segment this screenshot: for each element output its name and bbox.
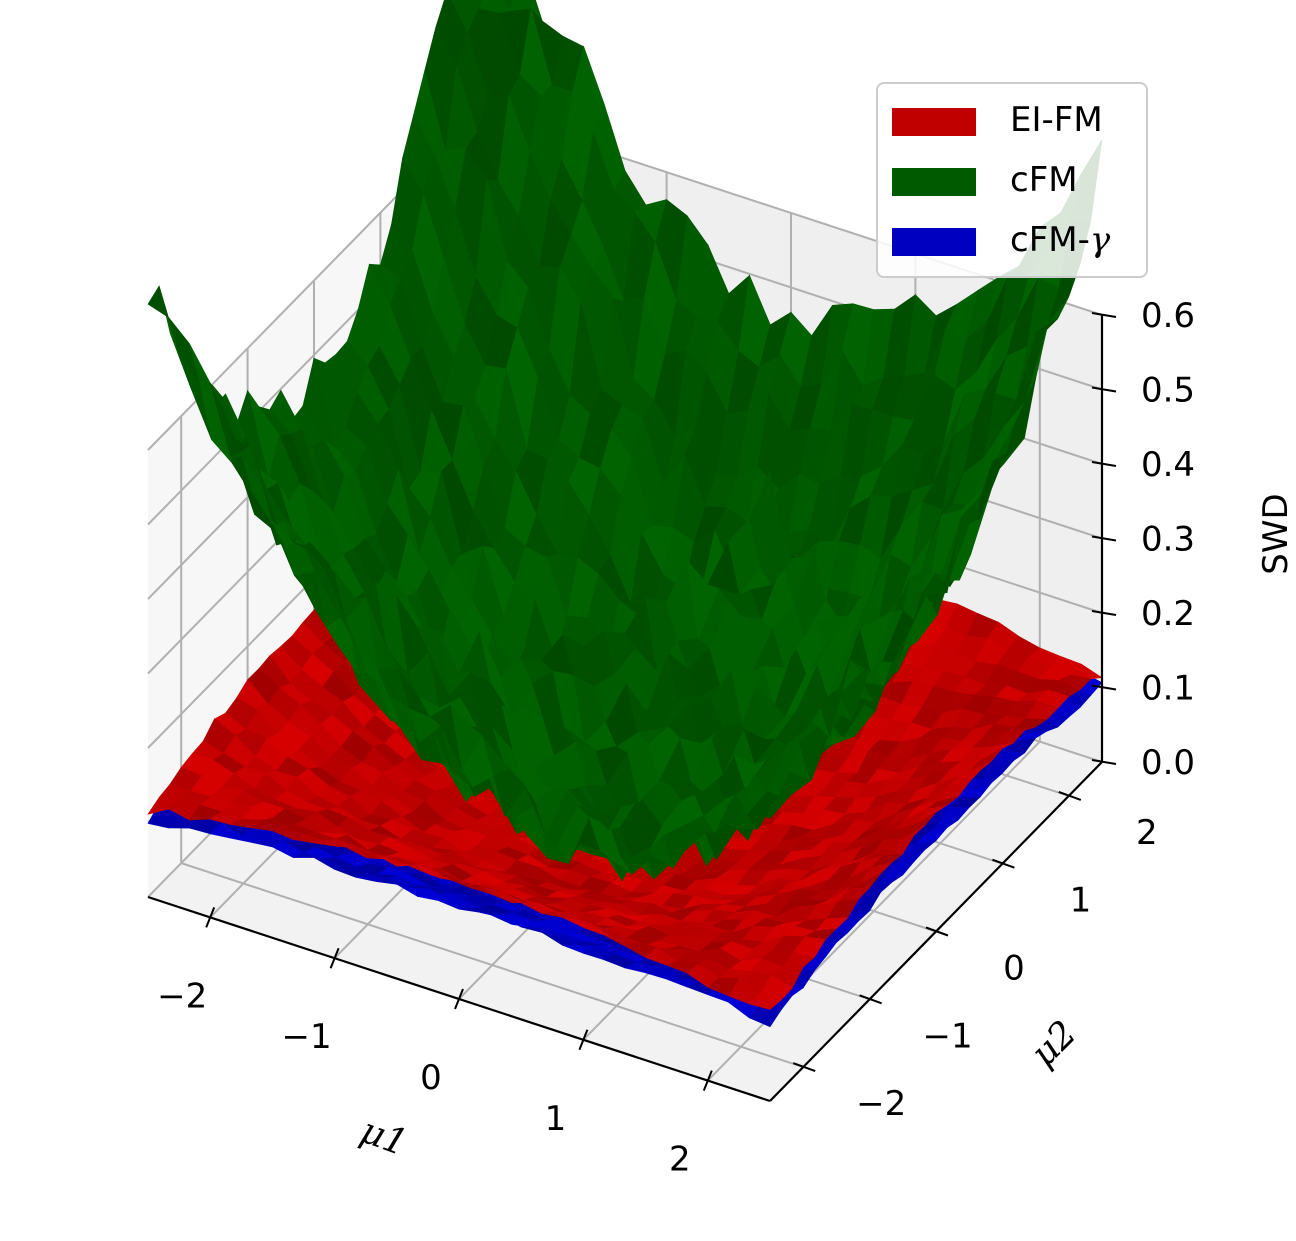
y-tick-4 [1058, 790, 1082, 801]
legend-label-cfm-gamma-text: cFM- [1010, 220, 1090, 260]
z-tick-4 [1091, 461, 1117, 467]
z-tick-5 [1091, 386, 1117, 393]
surface-cfm [147, 0, 1103, 882]
legend-item-cfm: cFM [892, 158, 1142, 200]
z-tick-label-6: 0.6 [1141, 296, 1195, 336]
x-tick-label-2: 0 [420, 1058, 442, 1098]
z-tick-label-5: 0.5 [1141, 371, 1195, 411]
surface-patch [168, 317, 201, 386]
x-tick-label-3: 1 [545, 1099, 567, 1139]
surface-patch [748, 469, 782, 568]
y-tick-label-0: −2 [856, 1084, 906, 1124]
y-tick-0 [792, 1062, 816, 1073]
z-tick-0 [1091, 759, 1117, 765]
legend-label-cfm: cFM [1010, 160, 1078, 200]
legend-label-cfm-gamma: cFM-γ [1010, 218, 1110, 262]
axis-ticks: −2 −1 0 1 2 −2 −1 0 1 2 0.0 0.1 0.2 0.3 0.4 0.5 0.6 [157, 296, 1195, 1180]
legend-swatch-ei-fm [892, 108, 976, 136]
x-tick-3 [578, 1029, 589, 1051]
z-tick-label-1: 0.1 [1141, 669, 1195, 709]
surface-patch [748, 993, 782, 1010]
y-tick-label-2: 0 [1003, 949, 1025, 989]
z-tick-label-4: 0.4 [1141, 445, 1195, 485]
y-tick-label-3: 1 [1070, 881, 1092, 921]
y-tick-label-4: 2 [1136, 813, 1158, 853]
legend-item-ei-fm: EI-FM [892, 98, 1142, 140]
y-tick-1 [859, 994, 882, 1005]
z-tick-label-0: 0.0 [1141, 743, 1195, 783]
y-tick-label-1: −1 [923, 1016, 973, 1056]
x-tick-label-1: −1 [282, 1017, 332, 1057]
z-tick-2 [1091, 610, 1117, 616]
y-tick-3 [992, 858, 1015, 869]
z-tick-6 [1091, 312, 1117, 318]
legend-item-cfm-gamma: cFM-γ [892, 218, 1142, 260]
y-axis-label: μ2 [1023, 1013, 1085, 1075]
x-tick-0 [205, 907, 216, 928]
x-tick-2 [454, 988, 464, 1010]
legend-label-ei-fm: EI-FM [1010, 100, 1103, 140]
legend-swatch-cfm-gamma [892, 228, 976, 256]
x-tick-1 [329, 947, 340, 969]
x-axis-label: μ1 [355, 1110, 413, 1164]
x-tick-label-0: −2 [157, 976, 207, 1016]
z-tick-label-2: 0.2 [1141, 594, 1195, 634]
x-tick-4 [702, 1070, 713, 1091]
legend-swatch-cfm [892, 168, 976, 196]
z-axis-label: SWD [1256, 493, 1296, 574]
z-tick-3 [1091, 535, 1117, 542]
legend: EI-FM cFM cFM-γ [876, 82, 1148, 278]
surfaces [147, 0, 1103, 1028]
x-tick-label-4: 2 [669, 1140, 691, 1180]
z-tick-1 [1091, 684, 1117, 691]
legend-gamma-symbol: γ [1089, 220, 1111, 260]
z-tick-label-3: 0.3 [1141, 520, 1195, 560]
y-tick-2 [925, 926, 949, 937]
surface-patch [748, 1002, 782, 1028]
